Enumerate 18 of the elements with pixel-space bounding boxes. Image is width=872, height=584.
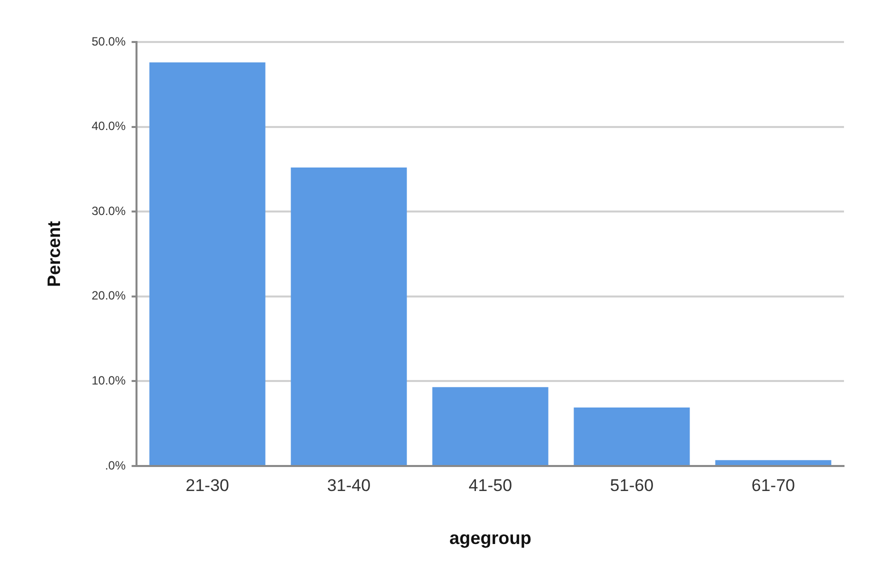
x-tick-label: 61-70: [752, 476, 796, 495]
y-tick-label: .0%: [104, 458, 126, 472]
x-tick-label: 51-60: [610, 476, 654, 495]
y-tick-label: 10.0%: [92, 374, 126, 388]
x-axis-title: agegroup: [449, 528, 532, 548]
x-tick-label: 31-40: [327, 476, 371, 495]
x-tick-label: 21-30: [186, 476, 230, 495]
y-tick-label: 20.0%: [92, 288, 126, 303]
bar: [432, 387, 548, 465]
bar: [715, 460, 832, 465]
bar: [149, 62, 266, 465]
y-tick-label: 40.0%: [92, 119, 126, 134]
y-tick-label: 30.0%: [92, 204, 126, 218]
y-axis-title: Percent: [44, 220, 64, 288]
x-tick-label: 41-50: [468, 476, 512, 495]
y-tick-label: 50.0%: [92, 34, 126, 48]
bar: [290, 168, 407, 465]
bar: [574, 407, 690, 465]
